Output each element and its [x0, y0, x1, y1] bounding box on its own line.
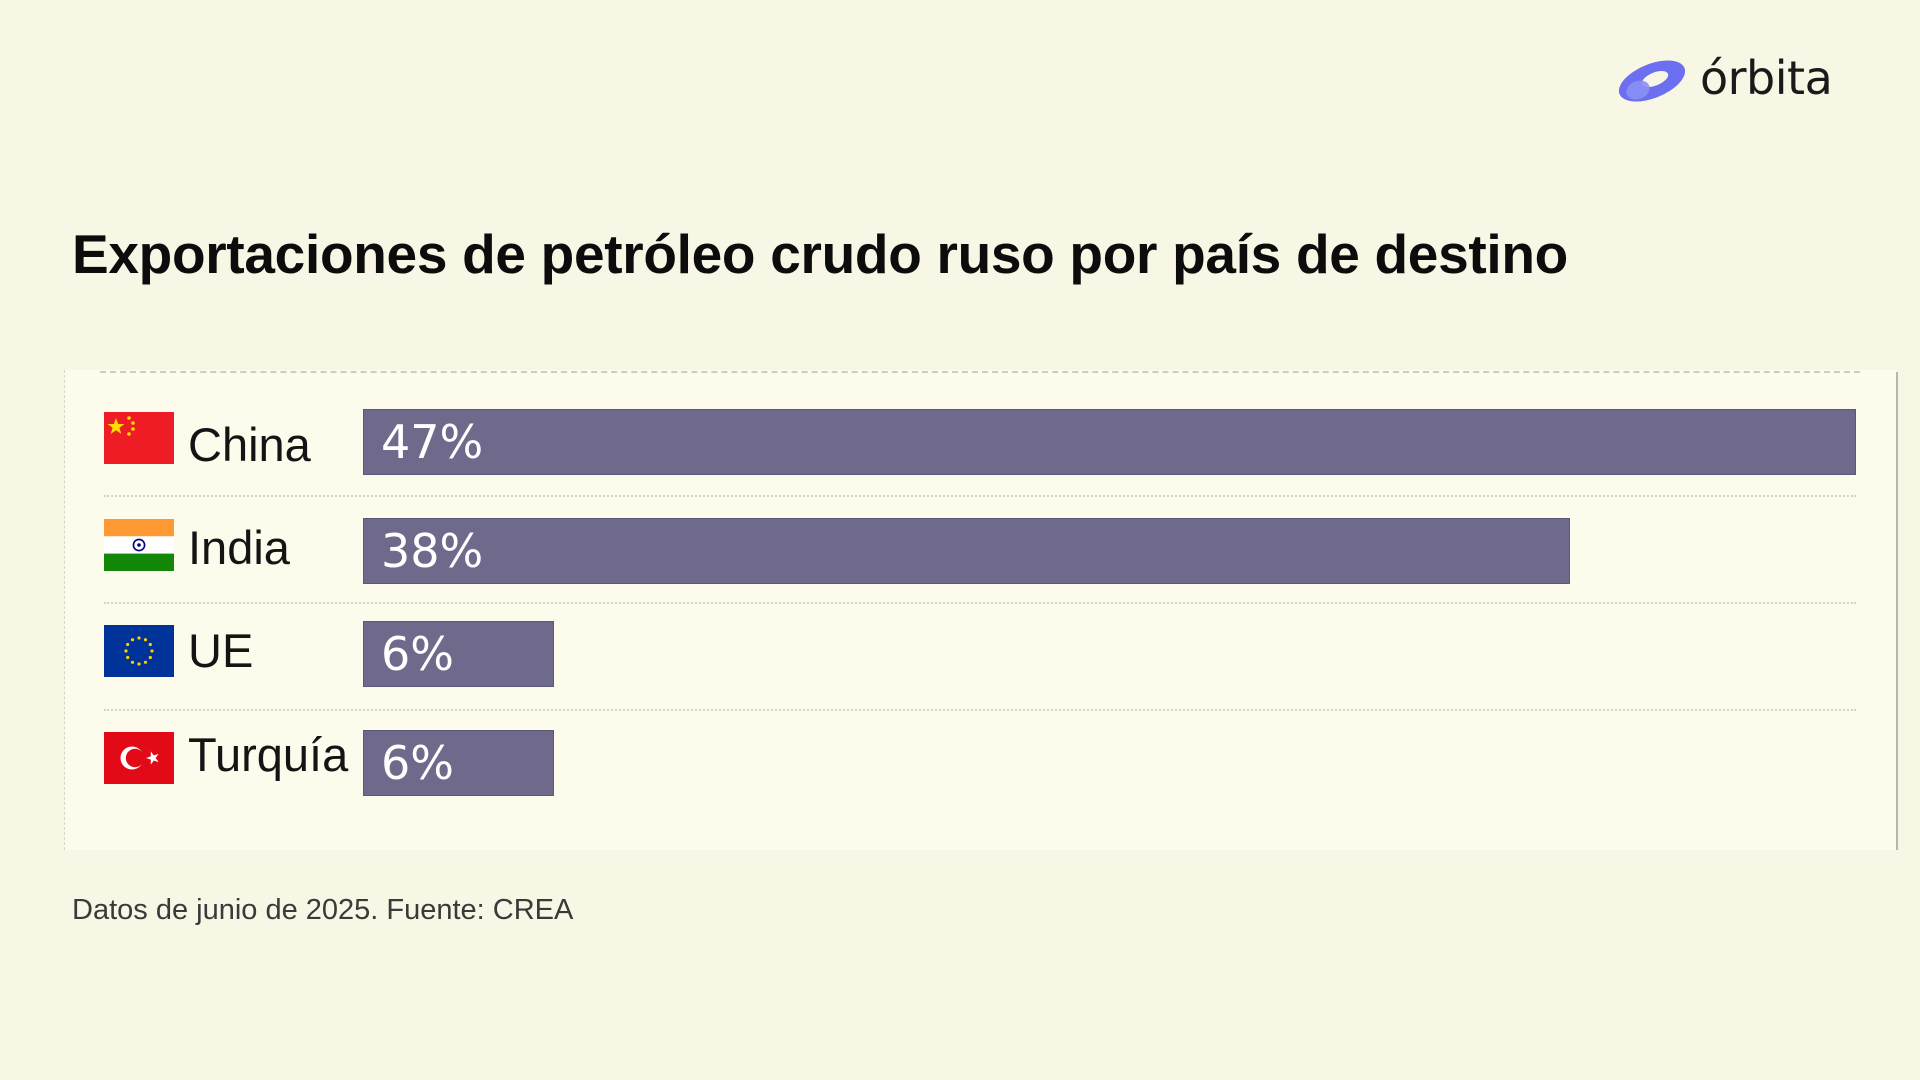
eu-flag-icon	[104, 625, 174, 677]
value-label-ue: 6%	[381, 627, 454, 681]
row-separator	[104, 602, 1856, 604]
bar-ue	[363, 621, 554, 687]
value-label-india: 38%	[381, 524, 484, 578]
bar-india	[363, 518, 1570, 584]
bar-turquia	[363, 730, 554, 796]
value-label-china: 47%	[381, 415, 484, 469]
source-footnote: Datos de junio de 2025. Fuente: CREA	[72, 894, 574, 926]
row-separator	[104, 495, 1856, 497]
bar-china	[363, 409, 1856, 475]
category-label-china: China	[188, 418, 311, 471]
value-label-turquia: 6%	[381, 736, 454, 790]
chart-right-axis-line	[1896, 372, 1898, 850]
turkey-flag-icon	[104, 732, 174, 784]
category-label-ue: UE	[188, 624, 254, 677]
orbit-logo-icon	[1618, 60, 1686, 102]
brand-logo: órbita	[1614, 50, 1833, 110]
chart-top-gridline	[100, 371, 1860, 373]
brand-name: órbita	[1700, 51, 1833, 105]
chart-title: Exportaciones de petróleo crudo ruso por…	[72, 223, 1568, 285]
category-label-india: India	[188, 521, 290, 574]
category-label-turquia: Turquía	[188, 728, 349, 781]
row-separator	[104, 709, 1856, 711]
india-flag-icon	[104, 519, 174, 571]
china-flag-icon	[104, 412, 174, 464]
